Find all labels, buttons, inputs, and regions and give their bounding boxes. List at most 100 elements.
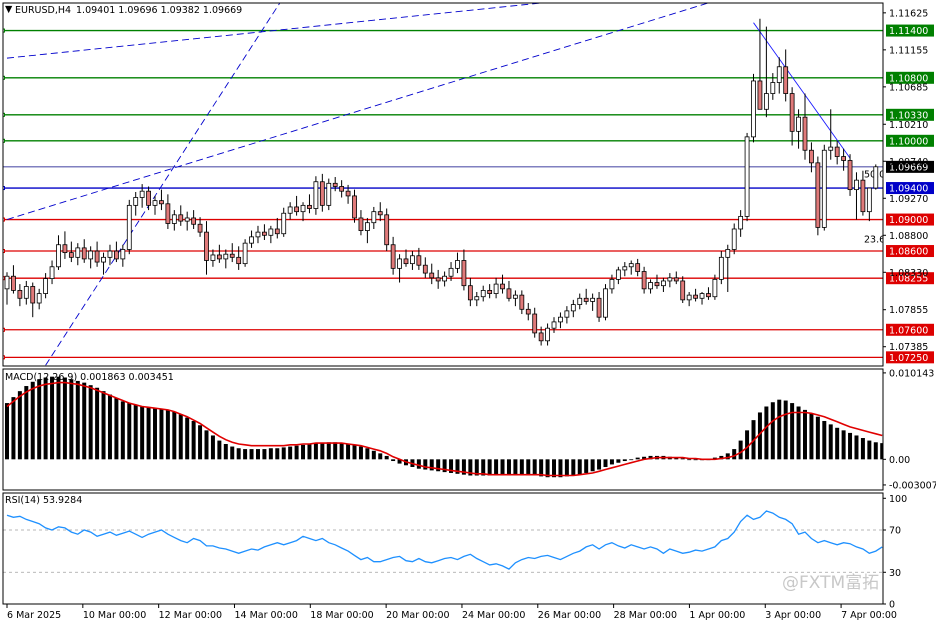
macd-bar (481, 459, 486, 476)
macd-pane[interactable] (5, 376, 884, 478)
macd-bar (43, 377, 48, 460)
rsi-pane[interactable] (3, 510, 883, 573)
price-tick-label: 1.08330 (889, 268, 928, 279)
macd-bar (320, 443, 325, 460)
macd-bar (796, 406, 801, 460)
candle-body (693, 294, 698, 299)
current-price-label: 1.09669 (889, 162, 928, 173)
macd-bar (88, 385, 93, 460)
candle-body (319, 181, 325, 206)
time-tick-label: 6 Mar 2025 (7, 610, 61, 621)
macd-bar (165, 409, 170, 460)
candle-body (455, 260, 460, 269)
macd-bar (153, 408, 158, 460)
level-price-box (886, 108, 934, 121)
price-tick-label: 1.11155 (889, 45, 928, 56)
candle-body (828, 146, 834, 151)
macd-bar (474, 459, 479, 476)
macd-bar (275, 448, 280, 460)
candle-body (274, 228, 280, 235)
macd-bar (577, 459, 582, 475)
macd-bar (648, 455, 653, 460)
level-price-label: 1.10800 (889, 73, 928, 84)
macd-bar (230, 446, 235, 460)
candle-body (500, 283, 505, 290)
macd-bar (513, 459, 518, 476)
candle-body (11, 275, 16, 291)
candle-body (667, 277, 673, 282)
candle-body (62, 244, 68, 254)
macd-bar (416, 459, 421, 469)
price-tick-label: 1.09740 (889, 157, 928, 168)
level-price-label: 1.07250 (889, 353, 928, 364)
macd-tick-label: 0.010143 (889, 368, 934, 379)
current-price-box (886, 160, 934, 173)
candle-body (487, 290, 493, 294)
candle-body (532, 313, 538, 334)
candle-body (242, 242, 248, 265)
candle-body (648, 282, 653, 290)
level-anchor (3, 186, 5, 191)
macd-bar (268, 448, 273, 460)
collapse-triangle-icon[interactable]: ▼ (5, 4, 13, 15)
macd-bar (114, 397, 119, 460)
time-tick-label: 20 Mar 00:00 (386, 610, 449, 621)
candle-body (403, 258, 409, 265)
candle-body (686, 294, 692, 301)
candle-body (223, 253, 229, 260)
macd-bar (217, 440, 222, 460)
candle-body (120, 249, 126, 260)
level-anchor (3, 75, 5, 80)
macd-bar (526, 459, 531, 476)
candle-body (4, 275, 10, 290)
candle-body (538, 332, 544, 342)
macd-bar (378, 453, 383, 460)
macd-bar (423, 459, 428, 470)
macd-bar (82, 382, 87, 460)
macd-bar (732, 449, 737, 460)
rsi-tick-label: 70 (889, 526, 901, 537)
macd-bar (449, 459, 454, 473)
macd-bar (790, 403, 795, 460)
candle-body (313, 181, 319, 209)
macd-bar (281, 447, 286, 460)
macd-bar (107, 394, 112, 460)
candle-body (165, 203, 171, 224)
macd-bar (603, 459, 608, 467)
candle-body (847, 160, 853, 191)
macd-bar (313, 443, 318, 460)
level-price-label: 1.09000 (889, 215, 928, 226)
candle-body (545, 327, 550, 342)
symbol-label: EURUSD,H4 (15, 5, 71, 16)
level-price-label: 1.08255 (889, 274, 928, 285)
macd-bar (674, 457, 679, 460)
candle-body (841, 156, 847, 161)
candle-body (570, 304, 576, 312)
candle-body (513, 294, 518, 299)
candle-body (776, 66, 782, 83)
candle-body (352, 195, 357, 219)
macd-bar (255, 449, 260, 460)
candle-body (36, 293, 42, 304)
candle-body (506, 288, 512, 299)
time-axis: 6 Mar 2025 10 Mar 00:00 12 Mar 00:00 14 Mar… (6, 604, 897, 621)
macd-bar (294, 445, 299, 460)
macd-bar (873, 442, 878, 460)
time-tick-label: 7 Apr 00:00 (841, 610, 897, 621)
rsi-tick-label: 100 (889, 494, 907, 505)
candle-body (873, 166, 879, 189)
price-tick-label: 1.10685 (889, 82, 928, 93)
level-price-label: 1.10330 (889, 110, 928, 121)
macd-frame (2, 368, 884, 491)
macd-bar (783, 400, 788, 460)
macd-bar (770, 402, 775, 460)
macd-bar (597, 459, 602, 470)
candle-body (358, 217, 364, 231)
macd-bar (687, 459, 692, 461)
price-pane[interactable]: 50.023.6 (2, 0, 886, 366)
candle-body (680, 280, 686, 301)
macd-bar (854, 435, 859, 460)
price-tick-label: 1.11625 (889, 8, 928, 19)
candle-body (410, 255, 415, 265)
